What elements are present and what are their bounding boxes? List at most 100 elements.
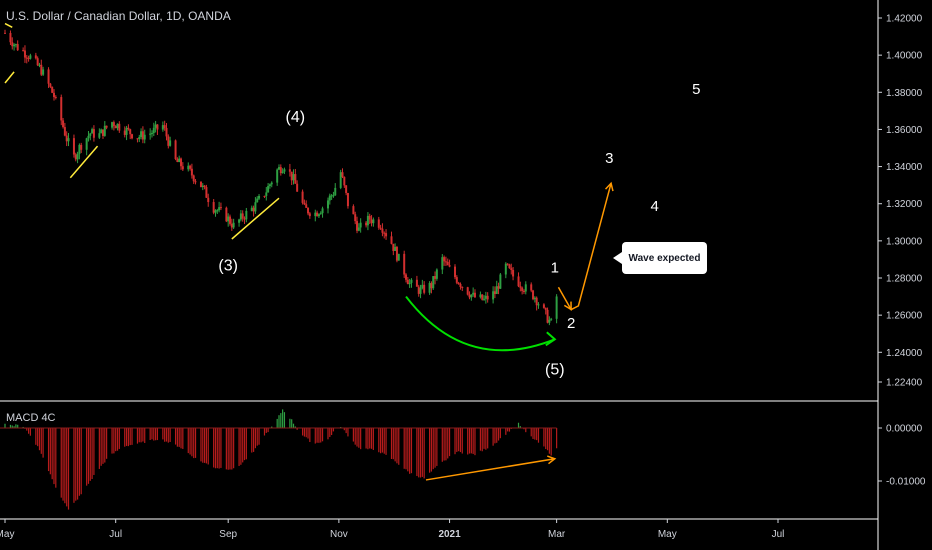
candle-up — [38, 62, 41, 68]
time-tick-label: Sep — [219, 529, 237, 540]
candle-body — [13, 44, 16, 47]
wave-label: 2 — [567, 315, 575, 332]
candle-up — [441, 254, 444, 275]
macd-histogram — [4, 409, 558, 510]
candle-down — [381, 223, 384, 237]
candle-up — [548, 316, 551, 326]
candle-body — [212, 202, 215, 213]
candle-body — [67, 138, 70, 142]
candle-body — [508, 264, 511, 269]
candle-down — [241, 210, 244, 222]
candle-body — [131, 134, 134, 139]
candle-body — [397, 253, 400, 261]
time-tick-label: May — [658, 529, 677, 540]
candle-body — [189, 165, 192, 169]
candle-up — [484, 291, 487, 304]
candle-body — [530, 284, 533, 291]
candle-down — [174, 139, 177, 161]
candle-body — [343, 176, 346, 186]
candle-body — [277, 167, 280, 170]
price-tick-label: 1.36000 — [886, 125, 923, 136]
candle-body — [301, 191, 304, 203]
candle-up — [87, 130, 90, 142]
candle-body — [239, 213, 242, 220]
candle-body — [123, 130, 126, 135]
candle-down — [49, 82, 52, 89]
candle-body — [435, 269, 438, 279]
candle-body — [372, 219, 375, 224]
candle-body — [176, 159, 179, 163]
candle-body — [303, 202, 306, 205]
macd-indicator-title[interactable]: MACD 4C — [6, 412, 56, 424]
candle-down — [423, 281, 426, 295]
candle-down — [51, 86, 54, 94]
macd-pane[interactable] — [0, 409, 558, 510]
candle-body — [535, 297, 538, 306]
candle-up — [138, 134, 141, 143]
candle-down — [212, 199, 215, 215]
candle-body — [486, 295, 489, 300]
candle-body — [138, 137, 141, 140]
candle-body — [267, 186, 270, 193]
candle-body — [288, 169, 291, 172]
candle-body — [136, 138, 139, 140]
candle-body — [76, 153, 79, 160]
candle-down — [316, 210, 319, 217]
candle-down — [546, 307, 549, 324]
candle-down — [493, 286, 496, 299]
candle-up — [314, 209, 317, 222]
candle-body — [546, 309, 549, 323]
candle-down — [290, 171, 293, 185]
candle-down — [229, 214, 232, 226]
candle-down — [225, 206, 228, 223]
candle-body — [292, 174, 295, 181]
candle-up — [276, 168, 279, 186]
candle-up — [537, 302, 540, 309]
candle-down — [34, 52, 37, 60]
candle-body — [214, 210, 217, 213]
candle-body — [405, 274, 408, 280]
yellow-trendline — [69, 145, 99, 179]
candle-body — [225, 207, 228, 222]
candle-up — [292, 169, 295, 185]
candle-body — [504, 263, 507, 275]
candle-up — [214, 209, 217, 217]
candle-body — [140, 131, 143, 138]
candle-body — [383, 232, 386, 234]
candle-down — [163, 120, 166, 131]
candle-body — [161, 125, 164, 130]
candle-body — [34, 55, 37, 59]
candle-down — [207, 193, 210, 207]
candle-up — [103, 121, 106, 137]
price-pane[interactable] — [4, 29, 558, 326]
candle-body — [550, 318, 553, 320]
wave-label: (4) — [286, 109, 306, 126]
candle-body — [281, 171, 284, 174]
candle-body — [519, 286, 522, 288]
candle-up — [270, 181, 273, 188]
candle-body — [483, 298, 486, 300]
candle-body — [307, 207, 310, 214]
candle-body — [555, 296, 558, 319]
candle-body — [544, 307, 547, 310]
price-tick-label: 1.28000 — [886, 274, 923, 285]
candle-body — [245, 210, 248, 220]
candle-body — [423, 284, 426, 293]
candle-body — [366, 215, 369, 226]
candle-up — [152, 122, 155, 137]
candle-down — [532, 289, 535, 301]
candle-down — [486, 292, 489, 303]
candle-body — [317, 214, 320, 217]
candle-body — [294, 174, 297, 184]
candle-body — [308, 213, 311, 217]
candles — [4, 29, 558, 326]
candle-down — [457, 281, 460, 285]
candle-body — [379, 227, 382, 229]
candle-up — [140, 128, 143, 140]
candle-up — [143, 129, 146, 144]
candle-body — [492, 291, 495, 300]
candle-body — [36, 58, 39, 66]
candle-up — [419, 284, 422, 299]
